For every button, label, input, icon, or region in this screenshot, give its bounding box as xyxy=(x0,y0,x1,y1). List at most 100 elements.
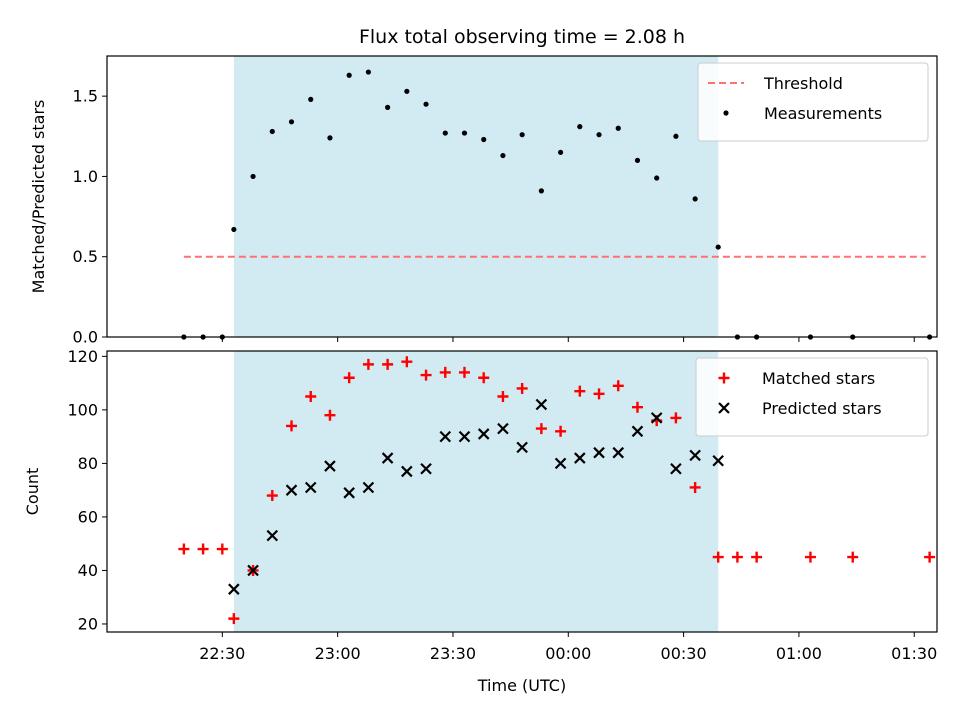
matched-star-point xyxy=(382,358,394,370)
matched-star-point xyxy=(178,543,190,555)
legend-label: Predicted stars xyxy=(762,399,882,418)
matched-star-point xyxy=(458,366,470,378)
matched-star-point xyxy=(401,356,413,368)
axes-frame xyxy=(106,55,938,338)
matched-star-point xyxy=(712,551,724,563)
y-axis-title: Count xyxy=(23,468,42,516)
legend-predicted-swatch xyxy=(718,402,730,414)
legend-box xyxy=(695,357,929,437)
predicted-star-point xyxy=(477,428,490,440)
x-tick-label: 23:30 xyxy=(430,644,476,663)
matched-star-point xyxy=(731,551,743,563)
predicted-star-point xyxy=(439,430,452,443)
measurement-point xyxy=(461,130,468,136)
x-tick-label: 00:30 xyxy=(661,644,707,663)
observing-window xyxy=(233,56,719,337)
x-tick-label: 00:00 xyxy=(545,644,591,663)
y-axis-title: Matched/Predicted stars xyxy=(29,100,48,294)
matched-star-point xyxy=(631,401,643,413)
matched-star-point xyxy=(593,388,605,400)
matched-star-point xyxy=(751,551,763,563)
measurement-point xyxy=(500,152,506,159)
x-tick-label: 01:00 xyxy=(776,644,822,663)
matched-star-point xyxy=(516,382,528,394)
x-tick-label: 22:30 xyxy=(199,644,245,663)
predicted-star-point xyxy=(535,398,548,411)
measurement-point xyxy=(481,136,487,143)
axes-frame xyxy=(106,350,938,633)
matched-star-point xyxy=(478,372,490,384)
predicted-star-point xyxy=(343,487,355,499)
y-tick-label: 0.5 xyxy=(73,247,98,266)
matched-star-point xyxy=(216,543,228,555)
legend: Threshold Measurements xyxy=(697,62,929,142)
matched-star-point xyxy=(305,390,317,402)
measurement-point xyxy=(269,128,275,135)
predicted-star-point xyxy=(420,462,432,475)
chart-title: Flux total observing time = 2.08 h xyxy=(359,26,685,48)
measurement-point xyxy=(654,175,660,181)
y-tick-label: 120 xyxy=(67,347,98,366)
matched-star-point xyxy=(804,551,816,563)
matched-star-point xyxy=(266,490,278,502)
matched-star-point xyxy=(535,423,547,435)
count-panel: 20 40 60 80 100 120 22:30 23:00 23:30 00:00 00:30 0… xyxy=(23,347,938,663)
measurement-point xyxy=(715,244,721,250)
predicted-star-point xyxy=(631,425,644,438)
y-tick-label: 1.5 xyxy=(73,87,98,106)
legend-measurements-swatch xyxy=(723,110,729,116)
y-tick-label: 1.0 xyxy=(73,167,98,186)
predicted-star-point xyxy=(401,465,413,478)
legend-label: Matched stars xyxy=(762,369,875,388)
legend-label: Measurements xyxy=(764,104,882,123)
measurement-point xyxy=(365,69,371,75)
ratio-panel: 0.0 0.5 1.0 1.5 Matched/Predicted stars Thres… xyxy=(29,55,938,347)
plot-area xyxy=(183,56,926,337)
matched-star-point xyxy=(847,551,859,563)
x-tick-label: 23:00 xyxy=(315,644,361,663)
predicted-star-point xyxy=(228,583,240,595)
measurement-point xyxy=(442,130,448,136)
y-tick-label: 0.0 xyxy=(73,328,98,347)
predicted-star-point xyxy=(362,481,375,494)
measurement-point xyxy=(519,132,525,138)
matched-star-point xyxy=(343,372,355,384)
measurement-point xyxy=(692,196,698,202)
matched-star-point xyxy=(689,481,701,493)
predicted-star-point xyxy=(516,441,528,454)
predicted-star-point xyxy=(266,529,279,542)
y-tick-label: 60 xyxy=(78,507,98,526)
matched-star-point xyxy=(670,412,682,424)
predicted-star-point xyxy=(612,446,625,459)
measurement-point xyxy=(404,88,410,94)
measurement-point xyxy=(634,157,641,163)
predicted-star-point xyxy=(285,484,298,496)
predicted-star-point xyxy=(381,452,394,464)
matched-star-point xyxy=(197,543,209,555)
measurement-point xyxy=(327,135,333,141)
matched-star-point xyxy=(924,551,936,563)
measurement-point xyxy=(596,132,602,138)
predicted-star-point xyxy=(554,457,567,470)
matched-star-point xyxy=(420,369,432,381)
x-tick-label: 01:30 xyxy=(891,644,937,663)
y-tick-label: 80 xyxy=(78,454,98,473)
measurement-point xyxy=(308,96,314,102)
measurement-point xyxy=(557,149,564,155)
legend-box xyxy=(697,62,929,142)
measurement-point xyxy=(538,188,544,194)
matched-star-point xyxy=(439,366,451,378)
predicted-star-point xyxy=(497,422,509,435)
predicted-star-point xyxy=(574,452,586,464)
matched-star-point xyxy=(324,409,336,421)
legend-matched-swatch xyxy=(718,372,730,384)
y-tick-label: 20 xyxy=(78,614,98,633)
y-tick-label: 40 xyxy=(78,561,98,580)
measurement-point xyxy=(423,101,429,107)
predicted-star-point xyxy=(712,454,724,467)
predicted-star-point xyxy=(247,564,259,577)
matched-star-point xyxy=(612,380,624,392)
predicted-star-point xyxy=(593,446,605,459)
matched-star-point xyxy=(286,420,298,432)
